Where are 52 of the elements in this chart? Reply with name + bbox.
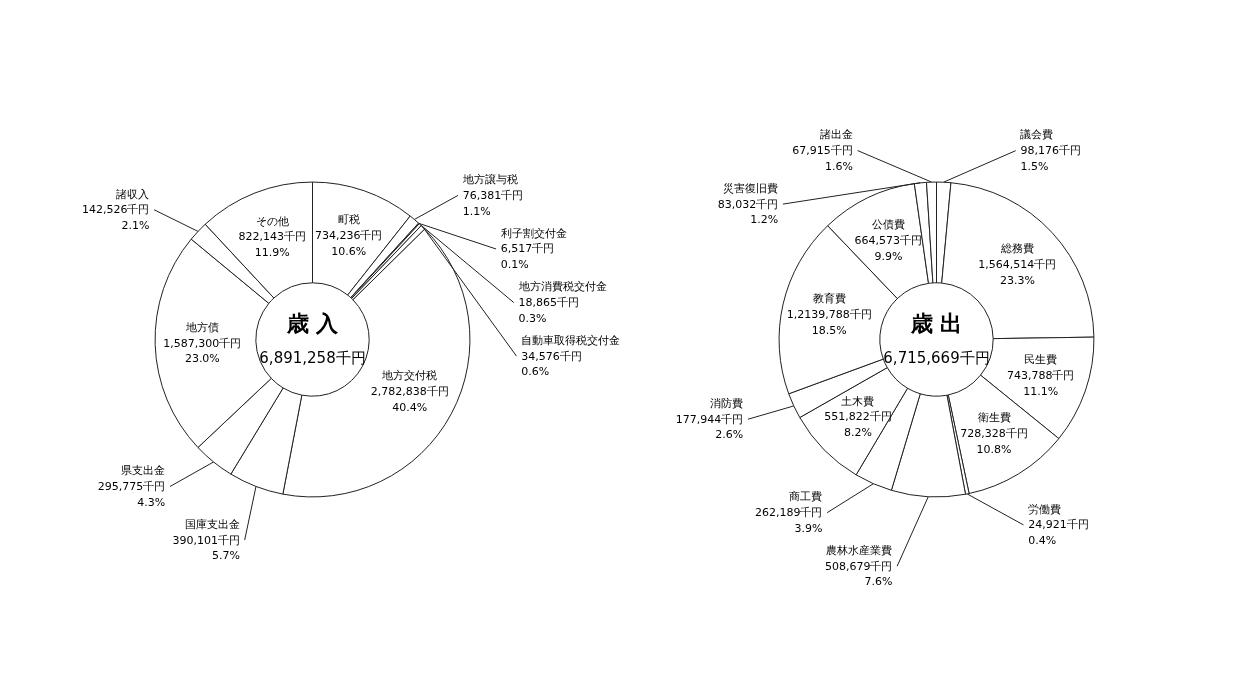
slice-label: 諸出金: [819, 128, 853, 142]
data-label: 83,032千円 1.2%: [717, 197, 779, 227]
data-label: 1,564,514千円 23.3%: [978, 258, 1057, 287]
slice-label: 国庫支出金: [184, 517, 240, 531]
data-label: 1,2139,788千円 18.5%: [786, 308, 872, 337]
slice-label: 教育費: [812, 292, 846, 306]
data-label: 728,328千円 10.8%: [960, 427, 1028, 456]
data-label: 743,788千円 11.1%: [1006, 369, 1075, 398]
data-label: 508,679千円 7.6%: [824, 559, 893, 589]
slice-label: 公債費: [871, 218, 905, 232]
slice-label: 地方債: [184, 320, 219, 334]
slice-label: 地方消費税交付金: [517, 280, 607, 294]
slice-label: 総務費: [999, 242, 1034, 256]
slice-label: 地方譲与税: [461, 173, 518, 187]
data-label: 142,526千円 2.1%: [81, 203, 150, 233]
data-label: 18,865千円 0.3%: [518, 296, 580, 325]
slice-label: その他: [255, 214, 289, 228]
slice-label: 諸収入: [116, 187, 150, 201]
data-label: 551,822千円 8.2%: [824, 410, 892, 440]
data-label: 822,143千円 11.9%: [238, 230, 306, 260]
slice-label: 消防費: [710, 396, 744, 410]
slice-label: 労働費: [1028, 502, 1062, 516]
data-label: 34,576千円 0.6%: [521, 349, 582, 379]
data-label: 664,573千円 9.9%: [854, 233, 923, 263]
data-label: 24,921千円 0.4%: [1028, 518, 1089, 548]
data-label: 734,236千円 10.6%: [314, 228, 383, 258]
text: 6,891,258千円: [259, 349, 366, 368]
slice-label: 衛生費: [977, 411, 1011, 425]
slice-label: 災害復旧費: [723, 181, 779, 195]
text: 歳 入: [285, 311, 340, 337]
slice-label: 議会費: [1020, 128, 1054, 142]
slice-label: 民生費: [1024, 353, 1058, 367]
slice-label: 商工費: [789, 490, 823, 504]
text: 歳 出: [909, 311, 963, 337]
slice-label: 自動車取得税交付金: [521, 333, 621, 347]
slice-label: 町税: [337, 213, 360, 227]
data-label: 295,775千円 4.3%: [97, 480, 166, 509]
slice-label: 地方交付税: [381, 369, 438, 383]
slice-label: 農林水産業費: [826, 543, 893, 557]
data-label: 2,782,838千円 40.4%: [370, 385, 449, 414]
data-label: 390,101千円 5.7%: [172, 533, 240, 563]
slice-label: 利子割交付金: [500, 226, 567, 240]
data-label: 67,915千円 1.6%: [792, 144, 853, 173]
data-label: 6,517千円 0.1%: [500, 242, 555, 272]
data-label: 262,189千円 3.9%: [754, 506, 823, 535]
data-label: 98,176千円 1.5%: [1020, 144, 1081, 173]
text: 6,715,669千円: [883, 349, 990, 368]
slice-label: 県支出金: [121, 464, 166, 478]
data-label: 76,381千円 1.1%: [462, 188, 524, 218]
data-label: 1,587,300千円 23.0%: [163, 336, 242, 366]
slice-label: 土木費: [841, 394, 875, 408]
data-label: 177,944千円 2.6%: [675, 412, 744, 442]
